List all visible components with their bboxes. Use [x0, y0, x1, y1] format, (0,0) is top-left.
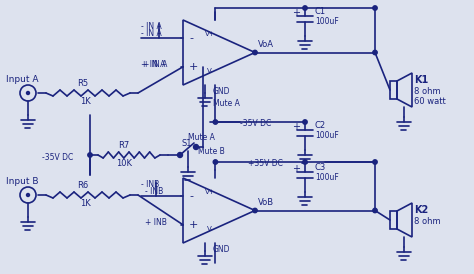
Text: - INB: - INB [145, 187, 163, 196]
Text: Mute A: Mute A [213, 98, 239, 107]
Text: +35V DC: +35V DC [248, 159, 283, 169]
Text: R5: R5 [77, 79, 89, 89]
Circle shape [253, 208, 257, 213]
Text: Input B: Input B [6, 176, 38, 185]
Bar [390, 211, 397, 229]
Text: 60 watt: 60 watt [414, 96, 446, 105]
Circle shape [213, 160, 218, 164]
Text: S1: S1 [182, 138, 192, 147]
Circle shape [253, 50, 257, 55]
Text: +: + [292, 122, 300, 132]
Text: V+: V+ [205, 189, 216, 195]
Text: C3: C3 [315, 162, 326, 172]
Text: Mute A: Mute A [188, 133, 215, 141]
Text: -35V DC: -35V DC [240, 119, 271, 129]
Text: 100uF: 100uF [315, 16, 339, 25]
Circle shape [193, 144, 199, 150]
Text: K2: K2 [414, 205, 428, 215]
Text: R6: R6 [77, 181, 89, 190]
Text: 100uF: 100uF [315, 130, 339, 139]
Text: VoA: VoA [258, 40, 274, 49]
Bar [390, 81, 397, 99]
Text: Mute B: Mute B [198, 147, 225, 156]
Text: 100uF: 100uF [315, 173, 339, 181]
Text: - IN A: - IN A [141, 29, 162, 38]
Text: C2: C2 [315, 121, 326, 130]
Circle shape [213, 120, 218, 124]
Text: K1: K1 [414, 75, 428, 85]
Text: +: + [189, 62, 199, 72]
Text: +: + [292, 8, 300, 18]
Text: + INB: + INB [145, 218, 167, 227]
Circle shape [303, 6, 307, 10]
Text: 1K: 1K [80, 98, 91, 107]
Circle shape [88, 153, 92, 157]
Text: 8 ohm: 8 ohm [414, 218, 441, 227]
Text: VoB: VoB [258, 198, 274, 207]
Text: +: + [292, 164, 300, 174]
Text: GND: GND [213, 244, 230, 253]
Circle shape [373, 160, 377, 164]
Text: V+: V+ [205, 31, 216, 37]
Text: -35V DC: -35V DC [42, 153, 73, 161]
Circle shape [373, 208, 377, 213]
Text: C1: C1 [315, 7, 326, 16]
Text: 1K: 1K [80, 199, 91, 209]
Circle shape [373, 6, 377, 10]
Text: -: - [189, 191, 193, 201]
Circle shape [177, 153, 182, 158]
Text: -: - [189, 33, 193, 43]
Text: + IN A: + IN A [141, 60, 165, 69]
Text: R7: R7 [118, 141, 129, 150]
Text: +: + [189, 220, 199, 230]
Circle shape [27, 193, 29, 196]
Text: Input A: Input A [6, 75, 38, 84]
Circle shape [303, 120, 307, 124]
Text: - INB: - INB [141, 180, 159, 189]
Text: 10K: 10K [116, 159, 132, 169]
Circle shape [303, 160, 307, 164]
Text: 8 ohm: 8 ohm [414, 87, 441, 96]
Circle shape [373, 50, 377, 55]
Circle shape [27, 92, 29, 95]
Text: - IN A: - IN A [141, 22, 162, 31]
Text: + IN A: + IN A [143, 60, 167, 69]
Text: V-: V- [207, 226, 214, 232]
Text: V-: V- [207, 68, 214, 74]
Text: GND: GND [213, 87, 230, 96]
